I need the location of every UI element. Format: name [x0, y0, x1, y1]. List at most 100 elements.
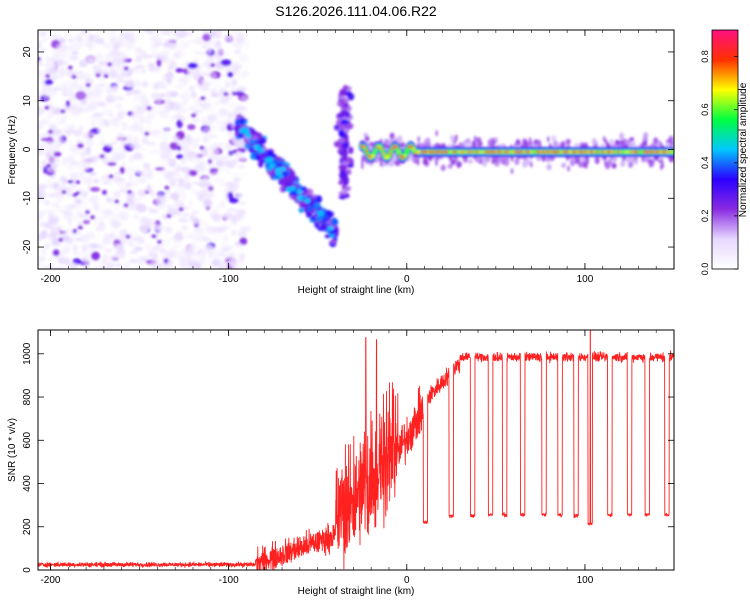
- heatmap-y-tick-label: 0: [22, 146, 33, 152]
- heatmap-cell: [134, 246, 144, 251]
- heatmap-cell: [269, 163, 276, 169]
- heatmap-cell: [140, 147, 147, 152]
- heatmap-cell: [174, 251, 184, 259]
- heatmap-cell: [137, 189, 142, 197]
- heatmap-cell: [467, 159, 473, 164]
- heatmap-cell: [473, 140, 476, 147]
- heatmap-cell: [43, 116, 53, 121]
- heatmap-cell: [179, 38, 186, 48]
- heatmap-cell: [106, 85, 113, 95]
- heatmap-cell: [176, 50, 187, 58]
- heatmap-cell: [84, 41, 94, 47]
- heatmap-cell: [71, 74, 77, 79]
- heatmap-cell: [212, 124, 223, 133]
- heatmap-cell: [317, 210, 324, 216]
- heatmap-cell: [609, 138, 615, 146]
- heatmap-x-tick-label: 100: [577, 274, 594, 285]
- heatmap-cell: [172, 239, 182, 249]
- heatmap-cell: [64, 80, 71, 85]
- heatmap-cell: [653, 155, 659, 161]
- heatmap-cell: [100, 175, 111, 184]
- heatmap-cell: [475, 155, 481, 163]
- heatmap-cell: [338, 180, 343, 185]
- heatmap-cell: [60, 118, 66, 124]
- heatmap-cell: [238, 201, 247, 205]
- heatmap-cell: [194, 262, 202, 269]
- heatmap-cell: [170, 236, 181, 241]
- heatmap-cell: [182, 146, 192, 152]
- heatmap-cell: [400, 142, 406, 148]
- heatmap-cell: [426, 142, 432, 148]
- heatmap-cell: [66, 129, 78, 135]
- heatmap-cell: [567, 165, 570, 172]
- heatmap-cell: [222, 253, 232, 257]
- heatmap-cell: [133, 197, 142, 203]
- heatmap-cell: [139, 216, 149, 225]
- heatmap-cell: [112, 85, 117, 94]
- heatmap-cell: [135, 79, 141, 89]
- heatmap-cell: [56, 195, 63, 203]
- heatmap-cell: [93, 202, 100, 211]
- heatmap-cell: [60, 210, 65, 214]
- heatmap-cell: [141, 80, 149, 88]
- heatmap-cell: [249, 147, 256, 153]
- heatmap-cell: [44, 221, 54, 230]
- heatmap-cell: [185, 179, 190, 188]
- heatmap-cell: [114, 146, 124, 150]
- heatmap-cell: [611, 162, 617, 169]
- heatmap-cell: [482, 160, 488, 167]
- heatmap-cell: [174, 85, 185, 89]
- heatmap-cell: [86, 31, 93, 36]
- heatmap-cell: [79, 60, 87, 68]
- heatmap-cell: [541, 155, 547, 162]
- heatmap-cell: [219, 200, 226, 209]
- heatmap-cell: [174, 135, 180, 141]
- heatmap-cell: [187, 124, 196, 130]
- heatmap-cell: [630, 141, 636, 147]
- heatmap-cell: [213, 176, 224, 185]
- heatmap-cell: [66, 138, 73, 145]
- heatmap-x-tick-label: -100: [219, 274, 239, 285]
- heatmap-cell: [142, 126, 153, 134]
- heatmap-cell: [88, 100, 100, 109]
- snr-y-label: SNR (10 * v/v): [7, 418, 18, 482]
- heatmap-cell: [237, 209, 247, 217]
- heatmap-cell: [217, 119, 227, 127]
- heatmap-cell: [220, 59, 232, 66]
- heatmap-cell: [112, 120, 119, 129]
- heatmap-cell: [67, 179, 74, 184]
- heatmap-cell: [182, 156, 193, 163]
- heatmap-cell: [48, 155, 60, 164]
- heatmap-cell: [181, 225, 188, 230]
- heatmap-cell: [224, 81, 234, 87]
- heatmap-cell: [58, 38, 66, 43]
- heatmap-cell: [217, 259, 227, 268]
- heatmap-cell: [176, 77, 182, 83]
- heatmap-cell: [161, 249, 167, 254]
- heatmap-cell: [81, 132, 89, 139]
- heatmap-cell: [338, 129, 345, 138]
- figure-title: S126.2026.111.04.06.R22: [275, 3, 437, 19]
- heatmap-cell: [389, 132, 395, 139]
- heatmap-cell: [435, 160, 438, 167]
- heatmap-cell: [38, 69, 41, 75]
- heatmap-cell: [116, 73, 125, 82]
- heatmap-cell: [591, 138, 597, 146]
- heatmap-cell: [177, 94, 186, 99]
- heatmap-cell: [187, 264, 195, 269]
- heatmap-cell: [158, 125, 169, 135]
- heatmap-cell: [192, 109, 204, 113]
- heatmap-cell: [141, 255, 151, 259]
- heatmap-cell: [361, 163, 364, 170]
- heatmap-cell: [91, 155, 98, 164]
- heatmap-cell: [191, 99, 200, 108]
- heatmap-cell: [125, 32, 130, 38]
- heatmap-cell: [80, 158, 88, 166]
- heatmap-cell: [93, 34, 98, 44]
- heatmap-cell: [68, 42, 75, 52]
- heatmap-cell: [231, 91, 237, 96]
- heatmap-cell: [107, 261, 116, 269]
- heatmap-cell: [175, 67, 184, 73]
- heatmap-y-tick-label: 10: [22, 95, 33, 107]
- heatmap-cell: [226, 191, 234, 200]
